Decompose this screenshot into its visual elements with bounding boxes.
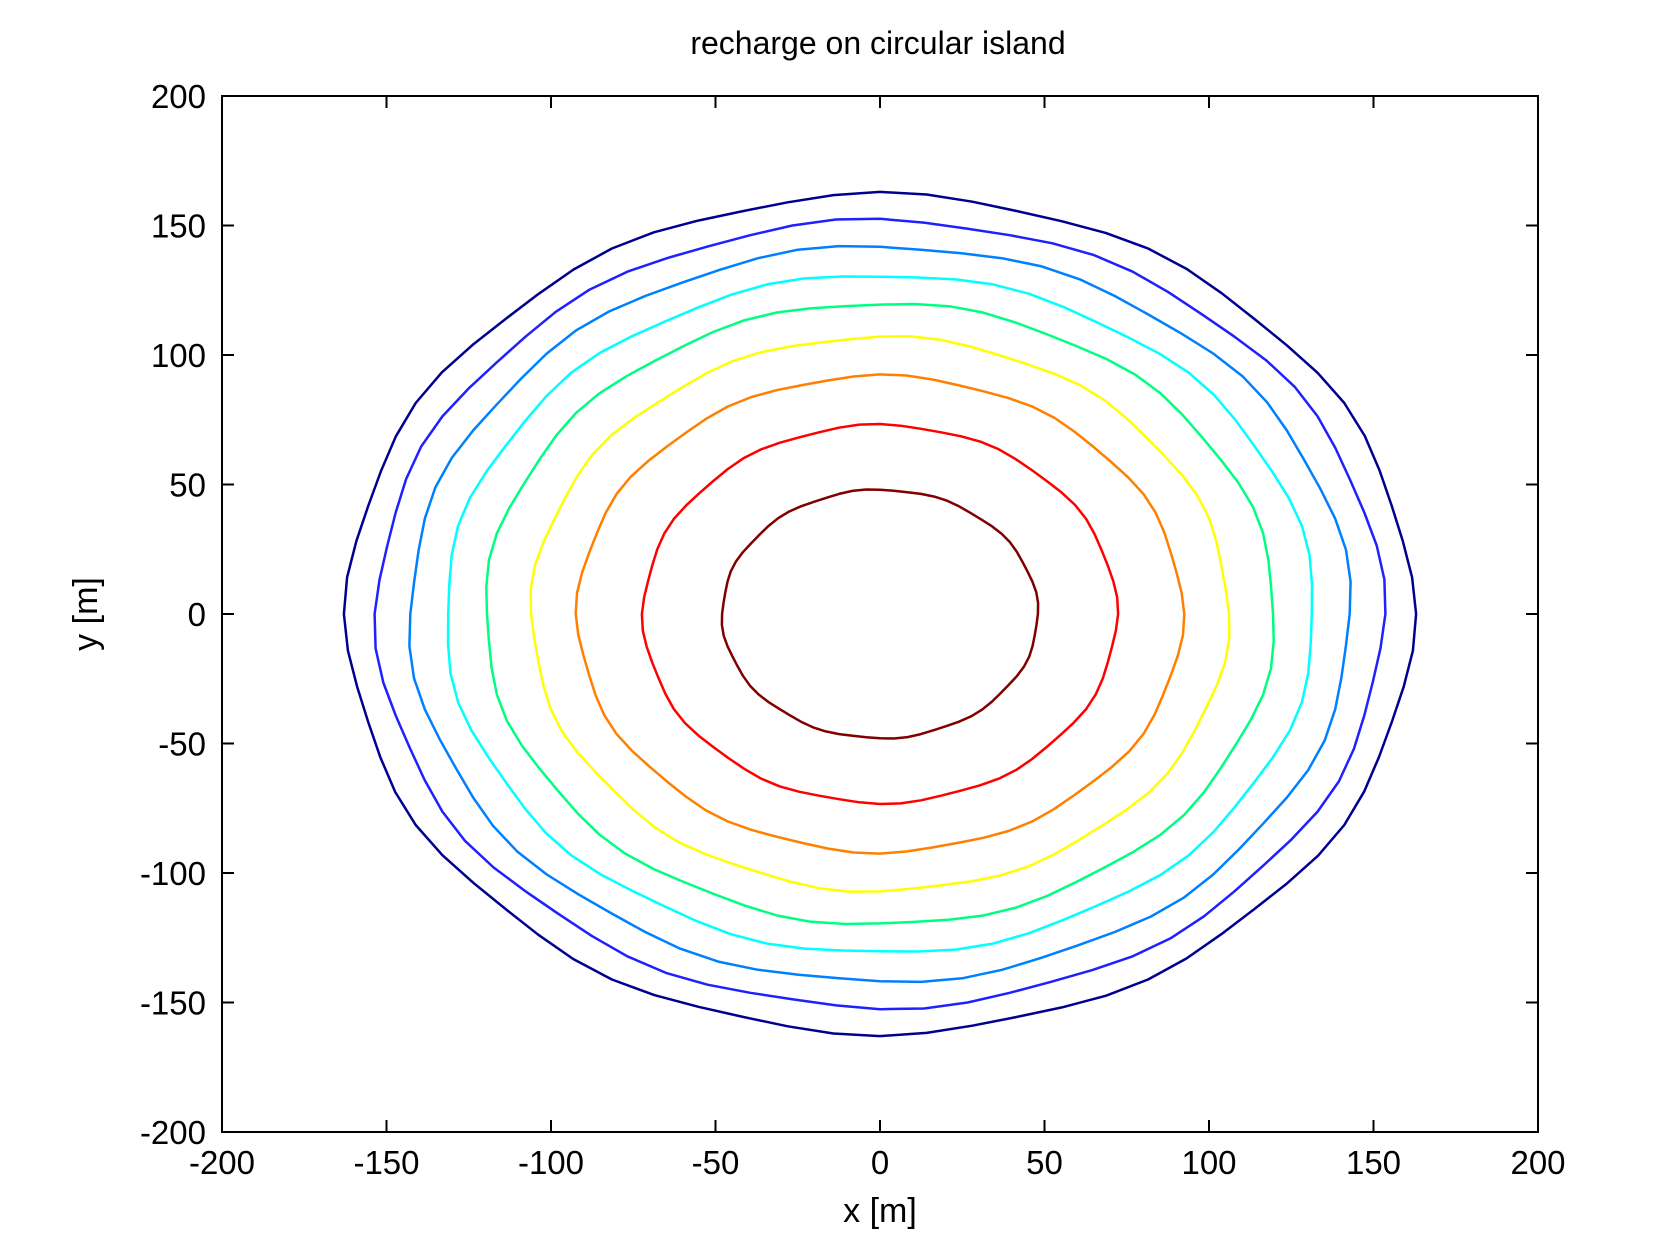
contour-line-8 (373, 217, 1387, 1011)
y-tick-label: 200 (151, 78, 206, 115)
y-tick-label: -200 (140, 1114, 206, 1151)
x-tick-label: 50 (1026, 1144, 1063, 1181)
y-tick-label: -150 (140, 985, 206, 1022)
y-tick-label: 0 (188, 596, 206, 633)
y-axis-ticks (222, 95, 1538, 1133)
y-axis-label: y [m] (67, 577, 105, 651)
x-tick-label: -200 (189, 1144, 255, 1181)
x-axis-ticks (221, 96, 1539, 1132)
contour-line-3 (574, 373, 1186, 855)
contour-lines (342, 190, 1418, 1038)
x-tick-label: -50 (692, 1144, 740, 1181)
contour-line-5 (485, 302, 1275, 926)
contour-line-1 (720, 488, 1040, 740)
x-tick-label: 100 (1181, 1144, 1236, 1181)
contour-line-4 (529, 335, 1231, 893)
y-tick-label: 50 (169, 467, 206, 504)
chart-title: recharge on circular island (690, 25, 1065, 61)
x-axis-tick-labels: -200 -150 -100 -50 0 50 100 150 200 (189, 1144, 1566, 1181)
x-tick-label: 200 (1510, 1144, 1565, 1181)
x-tick-label: 150 (1346, 1144, 1401, 1181)
y-tick-label: -50 (158, 726, 206, 763)
x-tick-label: -100 (518, 1144, 584, 1181)
y-tick-label: 150 (151, 208, 206, 245)
contour-line-2 (640, 422, 1120, 806)
x-axis-label: x [m] (843, 1192, 917, 1230)
y-axis-tick-labels: -200 -150 -100 -50 0 50 100 150 200 (140, 78, 206, 1151)
contour-line-7 (408, 244, 1352, 984)
contour-line-9 (342, 190, 1418, 1038)
y-tick-label: -100 (140, 855, 206, 892)
y-tick-label: 100 (151, 337, 206, 374)
contour-line-6 (446, 275, 1314, 953)
x-tick-label: 0 (871, 1144, 889, 1181)
x-tick-label: -150 (353, 1144, 419, 1181)
